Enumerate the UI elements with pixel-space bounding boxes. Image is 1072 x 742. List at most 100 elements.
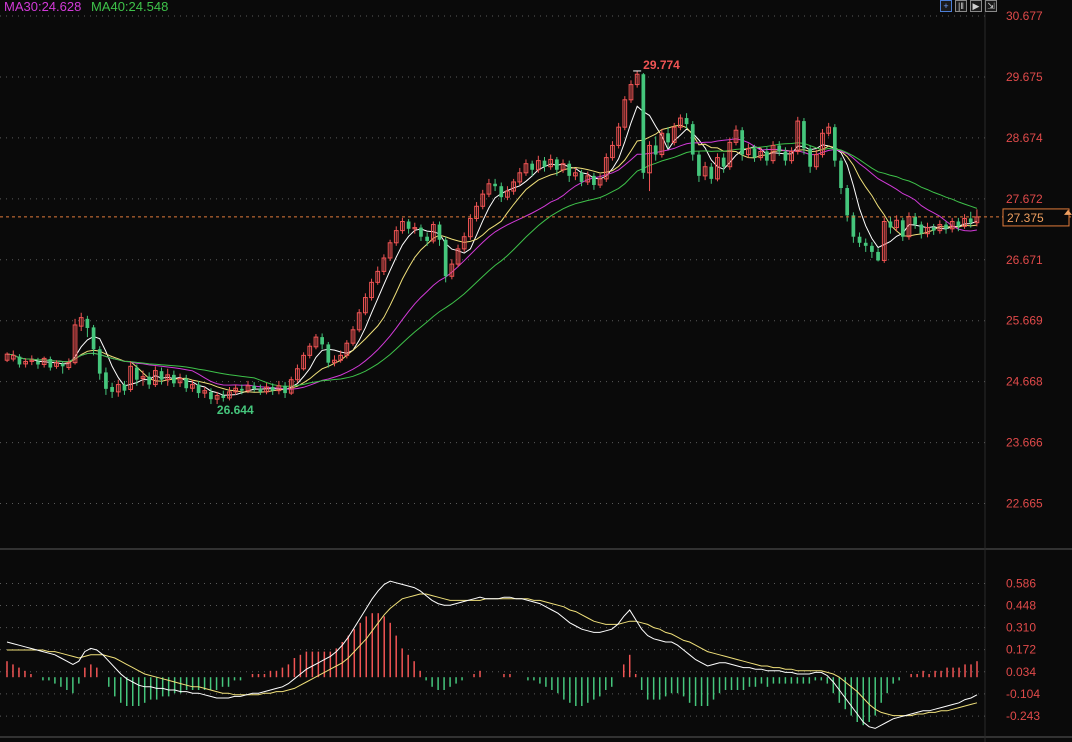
candle-body bbox=[41, 357, 47, 365]
y-tick-label: 24.668 bbox=[1006, 375, 1043, 389]
candle-body bbox=[264, 386, 269, 393]
candle-body bbox=[356, 312, 362, 331]
candle-body bbox=[72, 324, 78, 364]
candle-body bbox=[387, 242, 393, 259]
candle-body bbox=[560, 163, 566, 171]
candle-body bbox=[332, 359, 337, 364]
arrow-up-icon bbox=[1064, 209, 1072, 215]
y-tick-label: 25.669 bbox=[1006, 314, 1043, 328]
macd-y-tick-label: 0.448 bbox=[1006, 599, 1036, 613]
candle-body bbox=[128, 365, 133, 390]
candle-body bbox=[900, 220, 905, 237]
candle-body bbox=[202, 390, 208, 394]
candle-body bbox=[430, 224, 436, 242]
candle-body bbox=[937, 224, 943, 232]
macd-panel bbox=[6, 580, 978, 729]
candle-body bbox=[295, 368, 300, 381]
candle-body bbox=[845, 188, 850, 216]
candle-body bbox=[493, 183, 497, 187]
candle-body bbox=[104, 372, 108, 389]
candle-body bbox=[678, 117, 683, 128]
candle-body bbox=[616, 126, 621, 146]
candle-body bbox=[60, 363, 65, 367]
moving-average-lines bbox=[7, 105, 978, 396]
macd-dif-line bbox=[6, 580, 978, 729]
candle-body bbox=[239, 388, 244, 391]
candle-body bbox=[925, 227, 930, 235]
candle-body bbox=[36, 361, 40, 365]
candle-body bbox=[511, 181, 516, 192]
candle-body bbox=[721, 157, 726, 167]
candle-body bbox=[338, 354, 344, 361]
candle-body bbox=[110, 387, 114, 392]
candle-body bbox=[177, 377, 183, 384]
candle-body bbox=[808, 148, 812, 167]
candle-body bbox=[931, 227, 936, 231]
candle-body bbox=[752, 148, 757, 158]
candle-body bbox=[851, 215, 856, 237]
candle-body bbox=[870, 245, 874, 252]
y-tick-label: 27.672 bbox=[1006, 192, 1043, 206]
period-icon[interactable]: |‖ bbox=[955, 0, 967, 12]
candle-body bbox=[313, 336, 319, 348]
candlesticks bbox=[4, 70, 980, 405]
candle-body bbox=[770, 144, 776, 162]
candle-body bbox=[233, 387, 238, 393]
candle-body bbox=[597, 178, 603, 186]
candle-body bbox=[288, 379, 294, 394]
candle-body bbox=[666, 133, 670, 143]
candle-body bbox=[115, 384, 121, 393]
candle-body bbox=[727, 141, 733, 168]
candle-body bbox=[740, 130, 745, 155]
candle-body bbox=[697, 154, 701, 176]
play-icon[interactable]: ▶ bbox=[970, 0, 982, 12]
candle-body bbox=[881, 220, 887, 261]
candle-body bbox=[23, 360, 28, 365]
candle-body bbox=[733, 129, 739, 143]
candle-body bbox=[474, 205, 479, 219]
candle-body bbox=[671, 126, 677, 143]
price-axis: 30.677 29.675 28.674 27.672 26.671 25.669 24.6… bbox=[1006, 9, 1043, 723]
candle-body bbox=[659, 132, 665, 156]
candle-body bbox=[209, 391, 213, 400]
y-tick-label: 22.665 bbox=[1006, 497, 1043, 511]
crosshair-icon[interactable]: + bbox=[940, 0, 952, 12]
candle-body bbox=[813, 154, 819, 168]
macd-y-tick-label: 0.586 bbox=[1006, 576, 1036, 590]
candle-body bbox=[172, 374, 176, 384]
candle-body bbox=[78, 317, 84, 327]
y-tick-label: 29.675 bbox=[1006, 70, 1043, 84]
candle-body bbox=[628, 84, 634, 101]
candle-body bbox=[715, 157, 720, 180]
candle-body bbox=[789, 151, 794, 162]
candle-body bbox=[17, 356, 22, 365]
candle-body bbox=[709, 166, 714, 179]
candle-body bbox=[369, 281, 374, 299]
candle-body bbox=[400, 220, 405, 232]
candle-body bbox=[523, 163, 529, 174]
candle-body bbox=[567, 163, 572, 176]
candle-body bbox=[684, 118, 689, 125]
y-tick-label: 23.666 bbox=[1006, 436, 1043, 450]
candle-body bbox=[603, 157, 609, 180]
y-tick-label: 28.674 bbox=[1006, 131, 1043, 145]
candle-body bbox=[690, 124, 695, 155]
candle-body bbox=[425, 236, 429, 241]
candle-body bbox=[499, 186, 504, 198]
candle-body bbox=[548, 158, 554, 168]
candle-body bbox=[765, 151, 769, 161]
candle-body bbox=[412, 227, 418, 230]
candle-body bbox=[857, 236, 862, 243]
export-icon[interactable]: ⇲ bbox=[985, 0, 997, 12]
candle-body bbox=[777, 145, 782, 152]
candle-body bbox=[29, 359, 35, 362]
candle-body bbox=[152, 370, 158, 386]
candle-body bbox=[455, 248, 461, 265]
candle-body bbox=[702, 166, 708, 177]
candle-body bbox=[350, 329, 356, 344]
candle-body bbox=[283, 385, 287, 394]
candle-body bbox=[647, 144, 652, 174]
candle-body bbox=[91, 327, 96, 350]
